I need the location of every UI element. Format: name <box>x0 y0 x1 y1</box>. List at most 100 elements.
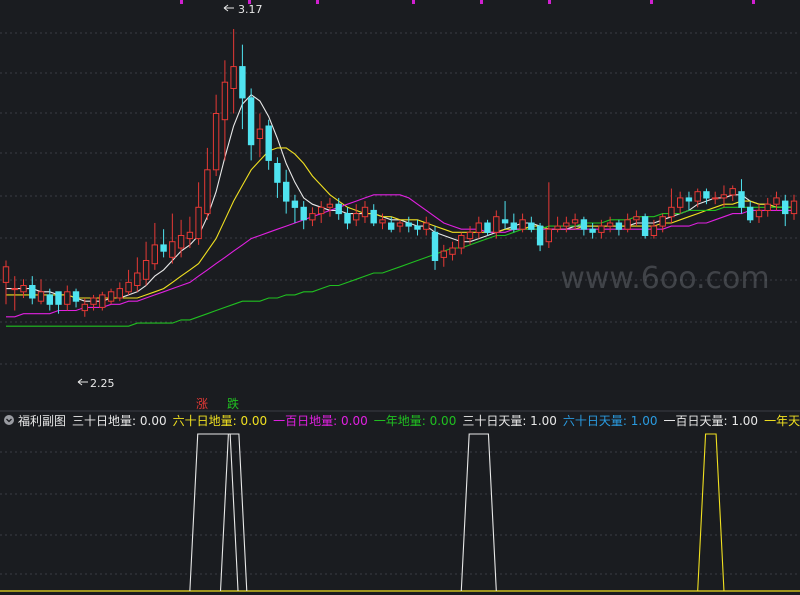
indicator-pulse-3 <box>697 433 725 592</box>
legend-item-0: 三十日地量: 0.00 <box>72 414 167 428</box>
candle-body <box>475 222 483 233</box>
candle-body <box>440 250 448 258</box>
candle-body <box>230 66 237 89</box>
candle <box>405 216 412 233</box>
candle <box>353 204 360 227</box>
low-annotation: 2.25 <box>77 377 115 390</box>
fall-marker: 跌 <box>227 396 239 411</box>
indicator-legend: 福利副图 三十日地量: 0.00 六十日地量: 0.00 一百日地量: 0.00 一年… <box>4 413 800 428</box>
candle-body <box>46 294 53 305</box>
candle-body <box>239 66 246 99</box>
candle <box>685 191 693 211</box>
candle <box>99 291 106 311</box>
candle <box>72 288 80 308</box>
collapse-icon[interactable] <box>4 415 14 425</box>
candle-body <box>493 216 500 233</box>
candle <box>318 201 325 223</box>
candle <box>29 276 36 305</box>
candle-body <box>423 222 430 230</box>
candle <box>764 197 771 217</box>
indicator-pulse-2 <box>460 433 497 592</box>
candle-body <box>668 206 675 218</box>
candle-body <box>510 222 518 230</box>
candle <box>554 216 561 233</box>
candle <box>598 219 605 239</box>
candle <box>782 194 789 227</box>
candle <box>169 213 176 264</box>
candle-body <box>247 97 255 146</box>
candle-body <box>335 203 342 215</box>
candle <box>484 219 491 236</box>
candle-body <box>125 281 132 293</box>
candle <box>90 294 97 311</box>
candle-body <box>361 206 369 218</box>
candle <box>326 197 334 217</box>
candle-body <box>484 222 491 233</box>
indicator-title: 福利副图 <box>18 413 66 428</box>
candle-body <box>309 213 316 221</box>
candle-body <box>571 219 579 224</box>
candle <box>239 44 246 130</box>
candle <box>589 222 596 239</box>
candle-body <box>606 222 614 227</box>
candle-body <box>405 222 412 227</box>
candle <box>414 219 421 236</box>
candle <box>283 169 290 214</box>
top-tick-7 <box>752 0 755 4</box>
candle <box>501 201 509 230</box>
candle <box>344 207 351 230</box>
indicator-pulse-0 <box>189 433 239 592</box>
candle <box>475 216 483 239</box>
candle-body <box>20 285 27 293</box>
candle <box>659 213 666 233</box>
candle-body <box>598 225 605 233</box>
candle-body <box>169 241 176 258</box>
candle <box>510 213 518 233</box>
candle <box>230 29 237 114</box>
candle-body <box>782 200 789 215</box>
candle <box>300 201 307 230</box>
candle <box>107 288 115 305</box>
candle-body <box>274 163 281 183</box>
watermark: www.6oo.com <box>560 261 769 296</box>
candle <box>46 288 53 311</box>
candle <box>335 197 342 220</box>
candle-body <box>107 291 115 302</box>
candle-body <box>265 125 272 161</box>
candle-body <box>677 197 684 208</box>
candle <box>571 213 579 230</box>
candle <box>729 185 736 202</box>
candle <box>650 219 658 239</box>
candle <box>493 210 500 239</box>
candle <box>703 188 710 205</box>
candle-body <box>589 228 596 233</box>
candle <box>677 191 684 214</box>
candle <box>186 216 194 248</box>
top-tick-4 <box>480 0 483 4</box>
indicator-pulse-1 <box>219 433 248 592</box>
candle-body <box>37 291 45 302</box>
candle-body <box>300 206 307 221</box>
candle <box>55 291 62 314</box>
candle-body <box>755 209 763 218</box>
candle <box>519 213 526 233</box>
candle <box>221 60 229 161</box>
candle-body <box>729 188 736 196</box>
candle-body <box>624 219 631 230</box>
legend-item-6: 一百日天量: 1.00 <box>663 414 758 428</box>
candlesticks[interactable] <box>2 29 798 317</box>
high-price-label: 3.17 <box>238 3 263 16</box>
candle <box>134 257 141 292</box>
candle <box>212 94 220 177</box>
candle-body <box>151 244 159 265</box>
candle-body <box>703 191 710 199</box>
candle-body <box>344 213 351 224</box>
candle <box>247 88 255 161</box>
candle-body <box>536 225 544 246</box>
candle-body <box>554 225 561 230</box>
rise-marker: 涨 <box>196 396 208 411</box>
candle-body <box>790 200 798 215</box>
legend-item-7: 一年天量: 1.00 <box>764 414 800 428</box>
candle-body <box>142 260 150 280</box>
